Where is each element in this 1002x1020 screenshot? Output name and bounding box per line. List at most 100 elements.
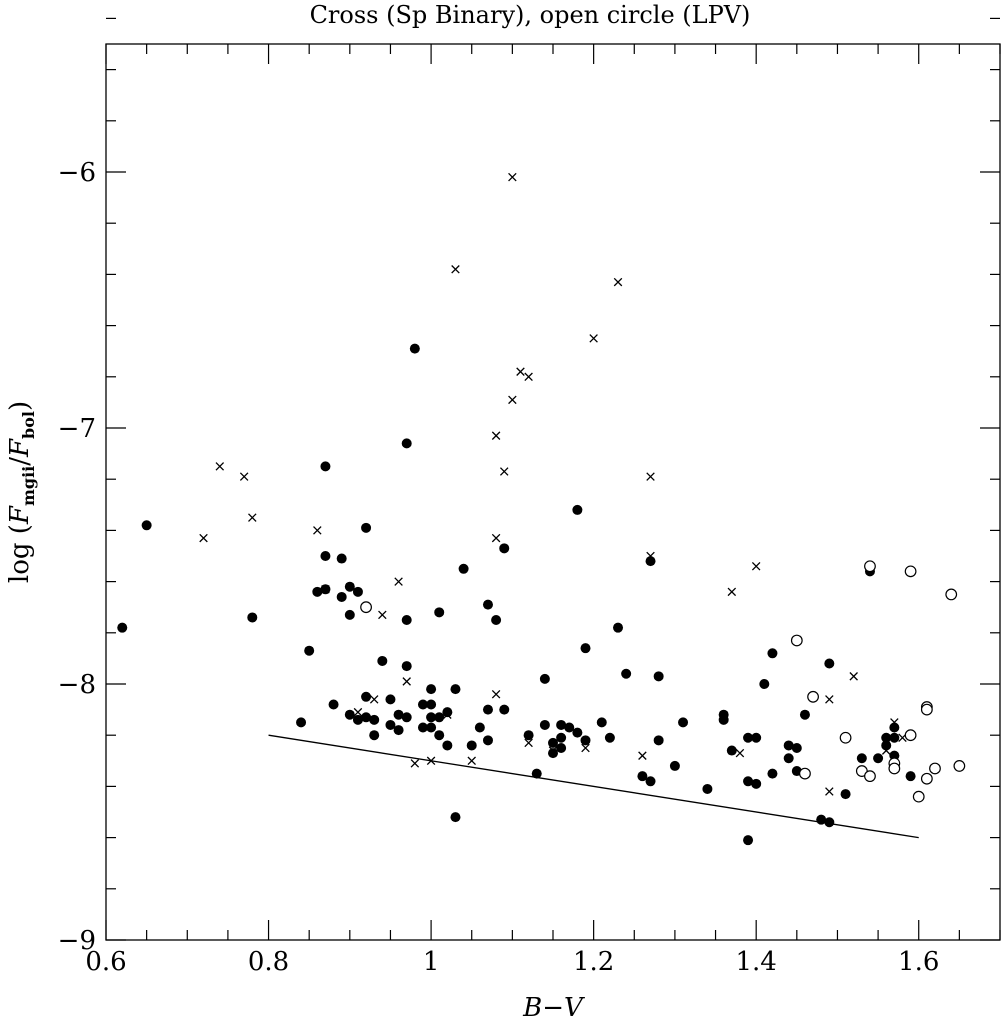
filled-circle-point <box>873 753 884 764</box>
open-circle-point <box>864 770 876 783</box>
filled-circle-point <box>312 586 323 597</box>
filled-circle-point <box>401 615 412 625</box>
open-circle-point <box>904 729 917 742</box>
filled-circle-point <box>344 581 355 592</box>
cross-point <box>215 462 225 471</box>
filled-circle-point <box>539 719 550 730</box>
filled-circle-point <box>117 622 128 633</box>
filled-circle-point <box>621 668 632 679</box>
filled-circle-point <box>889 722 900 733</box>
cross-point <box>638 751 647 760</box>
tick-labels: 0.6 0.8 1 1.2 1.4 1.6 −9 −8 −7 −6 <box>58 158 940 977</box>
filled-circle-point <box>564 722 575 733</box>
open-circle-point <box>864 560 876 573</box>
cross-point <box>369 695 379 704</box>
filled-circle-point <box>401 438 412 449</box>
filled-circle-point <box>759 679 770 689</box>
filled-circle-point <box>369 730 380 741</box>
cross-point <box>613 277 623 287</box>
filled-circle-point <box>434 607 445 618</box>
filled-circle-point <box>743 835 754 846</box>
filled-circle-point <box>637 771 648 782</box>
filled-circle-point <box>499 704 510 715</box>
chart-title: Cross (Sp Binary), open circle (LPV) <box>310 1 751 29</box>
filled-circle-point <box>678 717 689 728</box>
cross-point <box>499 467 509 476</box>
filled-circle-point <box>385 694 396 705</box>
cross-point <box>516 367 525 376</box>
y-axis-label: log (Fmgii/Fbol) <box>5 401 38 583</box>
reference-line-layer <box>268 734 919 839</box>
filled-circle-point <box>702 783 713 794</box>
filled-circle-point <box>548 748 558 759</box>
filled-circle-point <box>548 737 558 748</box>
filled-circle-point <box>751 778 762 789</box>
filled-circle-point <box>824 817 835 828</box>
filled-circle-point <box>799 709 810 720</box>
filled-circle-point <box>434 712 445 723</box>
filled-circle-point <box>393 709 404 720</box>
filled-circle-point <box>482 704 493 715</box>
filled-circle-point <box>743 732 754 743</box>
filled-circle-point <box>401 661 412 672</box>
x-tick-label: 1 <box>423 947 440 977</box>
open-circle-point <box>790 634 803 647</box>
filled-circle-point <box>572 727 583 738</box>
filled-circle-point <box>824 658 835 669</box>
filled-circle-point <box>613 622 624 633</box>
cross-point <box>402 677 411 686</box>
filled-circle-point <box>377 655 388 666</box>
filled-circle-point <box>580 643 591 654</box>
filled-circle-point <box>458 563 469 574</box>
cross-point <box>825 695 834 704</box>
filled-circle-point <box>491 615 502 625</box>
cross-point <box>313 526 322 535</box>
open-circle-point <box>945 588 958 601</box>
filled-circle-point <box>767 648 778 659</box>
filled-circle-point <box>881 732 892 743</box>
filled-circle-point <box>426 712 437 723</box>
filled-circle-point <box>369 714 380 725</box>
filled-circle-point <box>743 776 754 787</box>
filled-circle-point <box>450 684 461 695</box>
filled-circle-point <box>645 556 656 567</box>
filled-circle-point <box>426 684 437 695</box>
filled-circle-point <box>344 609 355 620</box>
y-tick-label: −7 <box>58 414 96 444</box>
filled-circle-point <box>556 732 567 743</box>
cross-point <box>751 561 761 571</box>
filled-circle-point <box>596 717 607 728</box>
open-circle-point <box>953 760 966 772</box>
open-circle-point <box>799 767 811 780</box>
filled-circle-point <box>856 753 867 764</box>
data-points <box>117 172 966 846</box>
x-axis-label: B−V <box>522 993 585 1020</box>
filled-circle-point <box>417 699 428 710</box>
open-circle-point <box>929 762 941 775</box>
filled-circle-point <box>767 768 778 779</box>
open-circle-point <box>920 703 933 716</box>
filled-circle-point <box>726 745 737 756</box>
cross-point <box>589 334 598 343</box>
y-tick-label: −8 <box>58 670 96 700</box>
filled-circle-point <box>352 586 363 597</box>
x-tick-label: 1.6 <box>898 947 939 977</box>
filled-circle-point <box>556 719 567 730</box>
cross-point <box>508 395 517 405</box>
x-tick-label: 1.4 <box>736 947 777 977</box>
filled-circle-point <box>783 753 794 764</box>
x-tick-label: 0.8 <box>248 947 289 977</box>
filled-circle-point <box>409 343 420 354</box>
open-circle-point <box>920 772 933 785</box>
cross-point <box>849 672 858 681</box>
cross-point <box>443 710 452 719</box>
filled-circle-point <box>482 735 493 746</box>
filled-circle-point <box>840 789 851 800</box>
filled-circle-point <box>426 722 437 733</box>
cross-point <box>581 743 590 753</box>
reference-line <box>268 734 919 839</box>
filled-circle-point <box>247 612 258 623</box>
cross-point <box>727 587 737 597</box>
cross-point <box>491 533 501 543</box>
